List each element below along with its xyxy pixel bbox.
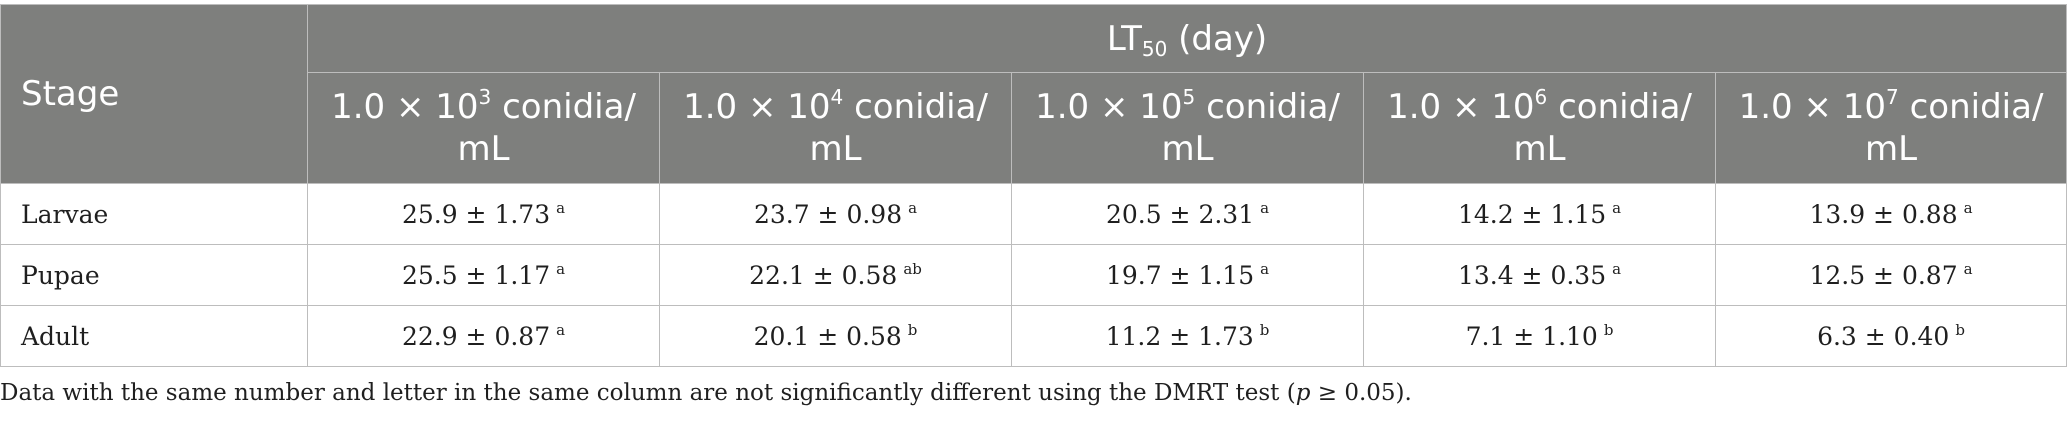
value-cell: 20.1 ± 0.58 b — [659, 305, 1012, 367]
table-row: Pupae 25.5 ± 1.17 a 22.1 ± 0.58 ab 19.7 ± … — [0, 244, 2067, 306]
value-cell: 12.5 ± 0.87 a — [1715, 244, 2067, 306]
value-cell: 13.4 ± 0.35 a — [1363, 244, 1716, 306]
value-cell: 22.9 ± 0.87 a — [307, 305, 660, 367]
value-cell: 13.9 ± 0.88 a — [1715, 183, 2067, 245]
value-cell: 14.2 ± 1.15 a — [1363, 183, 1716, 245]
results-table-container: Stage LT50 (day) 1.0 × 103 conidia/mL 1.… — [0, 4, 2068, 367]
stage-cell: Larvae — [0, 183, 308, 245]
lt50-table: Stage LT50 (day) 1.0 × 103 conidia/mL 1.… — [0, 4, 2067, 367]
value-cell: 11.2 ± 1.73 b — [1011, 305, 1364, 367]
column-header: 1.0 × 105 conidia/mL — [1011, 72, 1364, 184]
value-cell: 25.5 ± 1.17 a — [307, 244, 660, 306]
lt50-group-header: LT50 (day) — [307, 4, 2067, 73]
column-header: 1.0 × 104 conidia/mL — [659, 72, 1012, 184]
table-footnote: Data with the same number and letter in … — [0, 380, 1412, 406]
lt-unit: (day) — [1167, 18, 1268, 59]
lt-label: LT — [1106, 18, 1142, 59]
value-cell: 25.9 ± 1.73 a — [307, 183, 660, 245]
column-header: 1.0 × 106 conidia/mL — [1363, 72, 1716, 184]
stage-header: Stage — [0, 4, 308, 184]
stage-cell: Pupae — [0, 244, 308, 306]
value-cell: 23.7 ± 0.98 a — [659, 183, 1012, 245]
value-cell: 7.1 ± 1.10 b — [1363, 305, 1716, 367]
table-row: Larvae 25.9 ± 1.73 a 23.7 ± 0.98 a 20.5 ± … — [0, 183, 2067, 245]
table-row: Adult 22.9 ± 0.87 a 20.1 ± 0.58 b 11.2 ± 1… — [0, 305, 2067, 367]
value-cell: 22.1 ± 0.58 ab — [659, 244, 1012, 306]
column-header: 1.0 × 103 conidia/mL — [307, 72, 660, 184]
value-cell: 19.7 ± 1.15 a — [1011, 244, 1364, 306]
column-header: 1.0 × 107 conidia/mL — [1715, 72, 2067, 184]
stage-cell: Adult — [0, 305, 308, 367]
value-cell: 20.5 ± 2.31 a — [1011, 183, 1364, 245]
value-cell: 6.3 ± 0.40 b — [1715, 305, 2067, 367]
lt-subscript: 50 — [1141, 36, 1168, 61]
